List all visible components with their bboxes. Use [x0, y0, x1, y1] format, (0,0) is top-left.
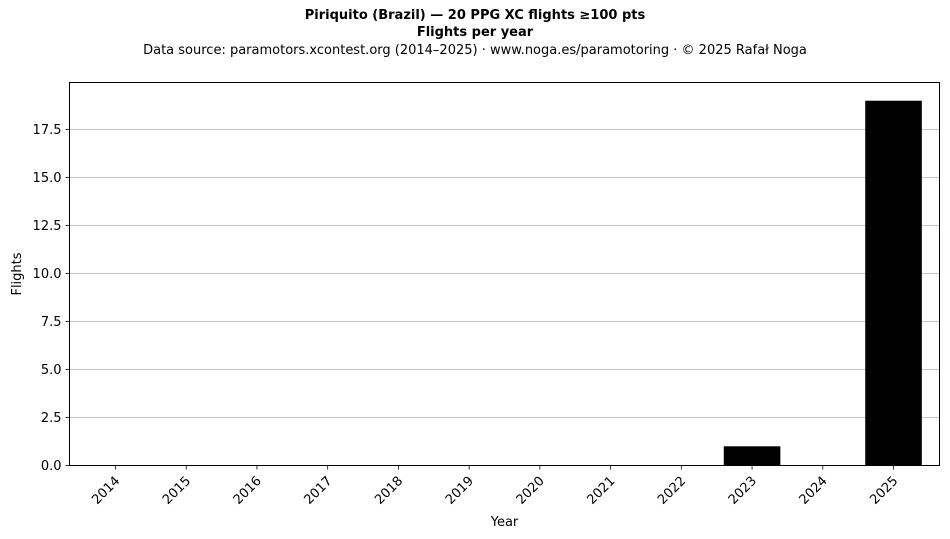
x-tick-label: 2021 [584, 474, 618, 508]
x-tick-label: 2016 [231, 474, 265, 508]
y-tick-label: 0.0 [41, 459, 62, 474]
plot-frame [69, 82, 940, 466]
x-tick-label: 2018 [372, 474, 406, 508]
x-tick-label: 2019 [443, 474, 477, 508]
chart-title: Piriquito (Brazil) — 20 PPG XC flights ≥… [304, 8, 646, 23]
y-axis-label: Flights [10, 252, 25, 295]
y-tick-label: 5.0 [41, 363, 62, 378]
y-tick-label: 7.5 [41, 315, 62, 330]
x-tick-label: 2020 [514, 474, 548, 508]
y-tick-label: 2.5 [41, 411, 62, 426]
x-axis-label: Year [490, 515, 519, 530]
chart-subtitle: Flights per year [416, 25, 534, 40]
x-tick-label: 2023 [726, 474, 760, 508]
y-tick-label: 15.0 [33, 171, 62, 186]
bar-2023 [723, 446, 781, 466]
x-tick-label: 2025 [867, 474, 901, 508]
y-tick-label: 10.0 [33, 267, 62, 282]
x-tick-label: 2022 [655, 474, 689, 508]
grid-lines [69, 129, 940, 466]
y-tick-label: 12.5 [33, 219, 62, 234]
bar-2025 [865, 100, 922, 466]
chart-source-note: Data source: paramotors.xcontest.org (20… [143, 43, 807, 58]
x-tick-label: 2017 [301, 474, 335, 508]
x-tick-label: 2024 [797, 474, 831, 508]
y-tick-label: 17.5 [33, 123, 62, 138]
bars [723, 100, 922, 466]
x-tick-label: 2015 [160, 474, 194, 508]
x-tick-label: 2014 [89, 474, 123, 508]
